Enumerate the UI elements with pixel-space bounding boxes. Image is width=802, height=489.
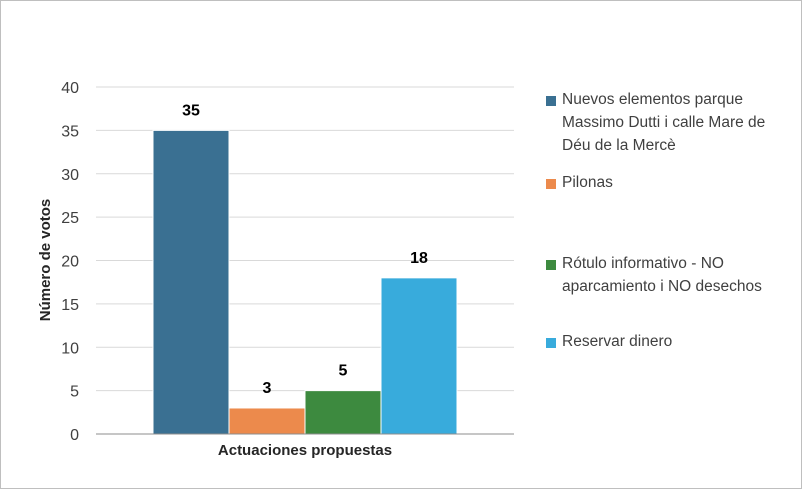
y-tick-label: 5	[70, 384, 79, 401]
y-tick-label: 15	[61, 297, 79, 314]
legend-label: Rótulo informativo - NO aparcamiento i N…	[562, 255, 762, 295]
y-tick-label: 30	[61, 167, 79, 184]
y-tick-label: 20	[61, 254, 79, 271]
data-label-1: 35	[182, 102, 200, 119]
y-axis-tick-labels: 0 5 10 15 20 25 30 35 40	[61, 80, 79, 444]
legend-swatch	[546, 179, 556, 189]
legend-label: Nuevos elementos parque Massimo Dutti i …	[562, 91, 766, 154]
y-tick-label: 35	[61, 123, 79, 140]
legend-swatch	[546, 260, 556, 270]
x-axis-title: Actuaciones propuestas	[218, 442, 392, 459]
y-axis-title: Número de votos	[37, 199, 54, 322]
legend-item-1: Nuevos elementos parque Massimo Dutti i …	[546, 88, 796, 157]
bar-2	[228, 407, 306, 435]
y-tick-label: 25	[61, 210, 79, 227]
y-tick-label: 40	[61, 80, 79, 97]
y-tick-label: 10	[61, 340, 79, 357]
legend-item-4: Reservar dinero	[546, 330, 796, 353]
bar-1	[152, 129, 230, 435]
data-label-4: 18	[410, 250, 428, 267]
bars	[152, 129, 458, 435]
legend-swatch	[546, 338, 556, 348]
y-tick-label: 0	[70, 427, 79, 444]
legend-swatch	[546, 96, 556, 106]
legend-label: Pilonas	[562, 174, 613, 191]
data-label-2: 3	[263, 380, 272, 397]
bar-4	[380, 277, 458, 435]
bar-3	[304, 390, 382, 435]
legend-label: Reservar dinero	[562, 333, 673, 350]
data-label-3: 5	[339, 363, 348, 380]
legend-item-2: Pilonas	[546, 171, 796, 194]
legend-item-3: Rótulo informativo - NO aparcamiento i N…	[546, 252, 796, 298]
